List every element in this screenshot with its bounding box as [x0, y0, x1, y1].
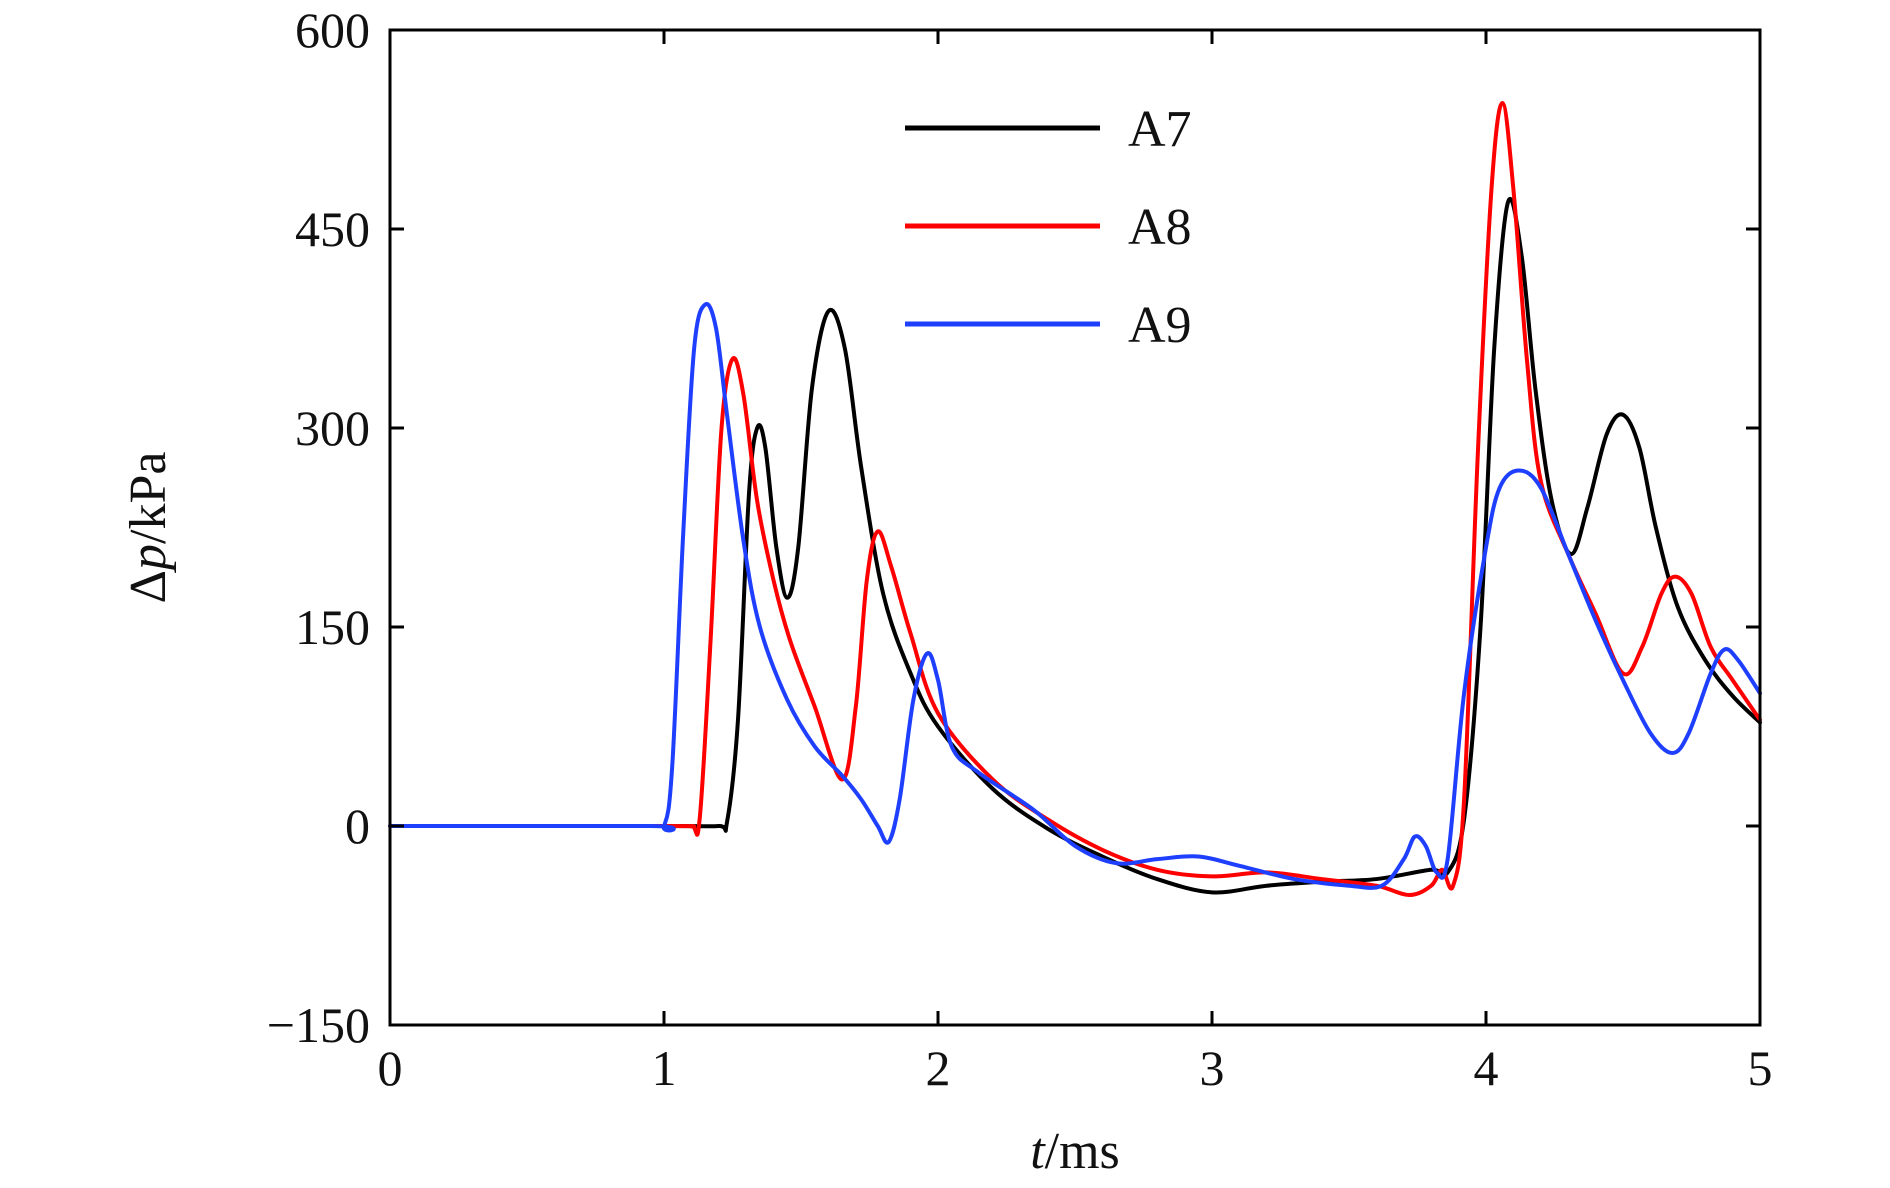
series-line-a7: [388, 197, 1762, 895]
y-tick-label: 0: [345, 798, 370, 854]
legend-label: A7: [1128, 101, 1192, 158]
legend-label: A8: [1128, 199, 1192, 256]
legend-item-a7: A7: [905, 101, 1192, 158]
series-line-a9: [388, 301, 1762, 890]
series-layer: [388, 100, 1762, 897]
y-axis-label-var: p: [120, 544, 177, 574]
x-tick-label: 4: [1474, 1040, 1499, 1096]
legend: A7 A8 A9: [905, 101, 1192, 354]
y-tick-label: 450: [295, 201, 370, 257]
x-tick-label: 5: [1748, 1040, 1773, 1096]
y-tick-label: 600: [295, 2, 370, 58]
legend-item-a9: A9: [905, 297, 1192, 354]
x-tick-label: 0: [378, 1040, 403, 1096]
x-tick-label: 1: [652, 1040, 677, 1096]
y-tick-label: 300: [295, 400, 370, 456]
y-tick-label: 150: [295, 599, 370, 655]
x-axis-label-var: t: [1030, 1123, 1046, 1180]
y-axis-label-delta: Δ: [120, 570, 177, 603]
y-axis-label-unit: /kPa: [120, 452, 177, 544]
x-tick-label: 2: [926, 1040, 951, 1096]
x-axis-label: t/ms: [1030, 1123, 1120, 1180]
y-axis-label: Δp/kPa: [120, 452, 177, 604]
x-axis-label-unit: /ms: [1045, 1123, 1120, 1180]
series-line-a8: [388, 100, 1762, 897]
legend-item-a8: A8: [905, 199, 1192, 256]
legend-label: A9: [1128, 297, 1192, 354]
y-tick-label: −150: [267, 997, 370, 1053]
x-tick-label: 3: [1200, 1040, 1225, 1096]
plot-frame: [388, 28, 1762, 1027]
